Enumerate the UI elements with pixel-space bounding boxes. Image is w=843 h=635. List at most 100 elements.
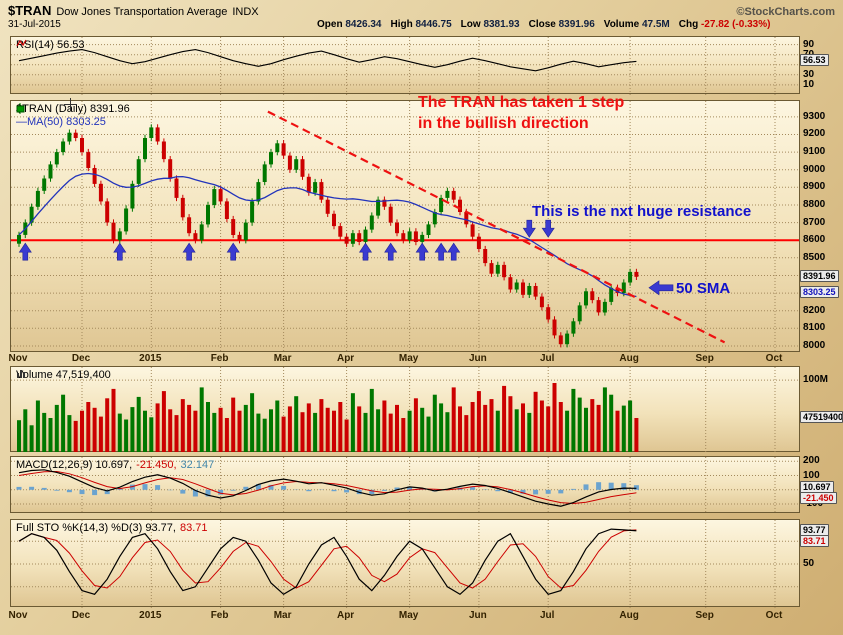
date-axis-bottom: Nov Dec 2015 Feb Mar Apr May Jun Jul Aug Sep Oct xyxy=(8,609,800,622)
price-legend-label: $TRAN (Daily) 8391.96 xyxy=(16,103,130,115)
left-arrow xyxy=(648,280,674,296)
index-name: Dow Jones Transportation Average xyxy=(56,6,228,18)
scale-label: 8600 xyxy=(803,234,826,245)
up-arrow xyxy=(113,242,127,261)
up-arrow xyxy=(434,242,448,261)
scale-label: 30 xyxy=(803,69,815,80)
month-label: 2015 xyxy=(139,353,162,364)
value-badge: 8303.25 xyxy=(800,286,839,298)
quote-value: 8381.93 xyxy=(483,19,520,30)
downtrend-line xyxy=(267,110,726,344)
month-label: Aug xyxy=(619,353,639,364)
macd-legend-label: MACD(12,26,9) 10.697, xyxy=(16,459,133,471)
month-label: Dec xyxy=(71,610,91,621)
month-label: Jun xyxy=(469,353,487,364)
date-axis-top: Nov Dec 2015 Feb Mar Apr May Jun Jul Aug Sep Oct xyxy=(8,352,800,365)
up-arrow xyxy=(447,242,461,261)
quote-low: Low 8381.93 xyxy=(461,19,520,30)
scale-label: 8500 xyxy=(803,252,826,263)
up-arrow xyxy=(358,242,373,261)
value-badge: 56.53 xyxy=(800,54,829,66)
stockcharts-credit: ©StockCharts.com xyxy=(736,6,835,18)
quote-label: High xyxy=(390,19,413,30)
value-badge: 8391.96 xyxy=(800,270,839,282)
month-label: Dec xyxy=(71,353,91,364)
quote-label: Low xyxy=(460,19,481,30)
scale-label: 8200 xyxy=(803,305,826,316)
scale-label: 9200 xyxy=(803,128,826,139)
month-label: 2015 xyxy=(139,610,162,621)
quote-label: Close xyxy=(528,19,556,30)
scale-label: 100M xyxy=(803,374,829,385)
month-label: Nov xyxy=(8,610,28,621)
ma-legend-label: —MA(50) 8303.25 xyxy=(16,116,106,128)
month-label: Apr xyxy=(336,353,355,364)
chart-header: $TRAN Dow Jones Transportation Average I… xyxy=(8,3,835,30)
month-label: Jul xyxy=(539,610,555,621)
stochastics-panel: Full STO %K(14,3) %D(3) 93.77, 83.71 xyxy=(10,519,800,608)
volume-bars xyxy=(17,383,639,452)
bullish-annotation-line1: The TRAN has taken 1 step xyxy=(418,94,625,111)
volume-legend-label: Volume 47,519,400 xyxy=(16,369,111,381)
quote-close: Close 8391.96 xyxy=(529,19,595,30)
quote-label: Open xyxy=(317,19,343,30)
price-plot xyxy=(11,101,799,353)
sto-legend-label: Full STO %K(14,3) %D(3) 93.77, xyxy=(16,522,176,534)
scale-label: 50 xyxy=(803,558,815,569)
crosshair-marker xyxy=(64,98,77,111)
month-label: May xyxy=(398,353,419,364)
month-label: Jun xyxy=(469,610,487,621)
scale-label: 8900 xyxy=(803,181,826,192)
macd-plot xyxy=(11,457,799,514)
resistance-annotation: This is the nxt huge resistance xyxy=(532,203,752,220)
month-label: Sep xyxy=(695,353,714,364)
up-arrow xyxy=(415,242,429,261)
scale-label: 10 xyxy=(803,79,815,90)
macd-line xyxy=(18,469,637,507)
up-arrow xyxy=(182,242,196,261)
rsi-plot xyxy=(11,37,799,95)
month-label: May xyxy=(398,610,419,621)
quote-value: 47.5M xyxy=(641,19,670,30)
macd-legend: MACD(12,26,9) 10.697, -21.450, 32.147 xyxy=(16,459,214,471)
scale-label: 8800 xyxy=(803,199,826,210)
quote-high: High 8446.75 xyxy=(391,19,452,30)
quote-label: Volume xyxy=(603,19,640,30)
sma-annotation: 50 SMA xyxy=(676,280,731,297)
sto-plot xyxy=(11,520,799,608)
sto-d-value: 83.71 xyxy=(179,522,208,534)
up-arrow xyxy=(384,242,398,261)
ma-legend: —MA(50) 8303.25 xyxy=(16,116,106,128)
rsi-legend-label: RSI(14) 56.53 xyxy=(16,39,85,51)
rsi-line xyxy=(18,49,637,72)
bullish-annotation: The TRAN has taken 1 step in the bullish… xyxy=(418,92,624,134)
scale-label: 200 xyxy=(803,455,820,466)
price-legend: $TRAN (Daily) 8391.96 xyxy=(16,103,130,115)
index-type: INDX xyxy=(232,6,259,18)
month-label: Oct xyxy=(765,610,783,621)
annotation-arrows xyxy=(18,219,674,296)
quote-label: Chg xyxy=(678,19,699,30)
quote-value: 8426.34 xyxy=(345,19,382,30)
candle-icon xyxy=(16,103,25,114)
volume-legend: Volume 47,519,400 xyxy=(16,369,111,381)
candlesticks xyxy=(17,124,639,348)
macd-panel: MACD(12,26,9) 10.697, -21.450, 32.147 xyxy=(10,456,800,514)
scale-label: 90 xyxy=(803,39,815,50)
up-arrow xyxy=(226,242,240,261)
month-label: Jul xyxy=(539,353,555,364)
scale-label: 9300 xyxy=(803,111,826,122)
rsi-panel: RSI(14) 56.53 xyxy=(10,36,800,95)
volume-panel: Volume 47,519,400 xyxy=(10,366,800,453)
month-label: Oct xyxy=(765,353,783,364)
month-label: Sep xyxy=(695,610,714,621)
sto-k-line xyxy=(18,528,637,596)
rsi-legend: RSI(14) 56.53 xyxy=(16,39,84,51)
sto-legend: Full STO %K(14,3) %D(3) 93.77, 83.71 xyxy=(16,522,208,534)
month-label: Nov xyxy=(8,353,28,364)
quote-value: 8391.96 xyxy=(558,19,595,30)
up-arrow xyxy=(18,242,32,261)
value-badge: 47519400 xyxy=(800,411,843,423)
scale-label: 8700 xyxy=(803,217,826,228)
header-quote-row: 31-Jul-2015 Open 8426.34 High 8446.75 Lo… xyxy=(8,19,835,30)
